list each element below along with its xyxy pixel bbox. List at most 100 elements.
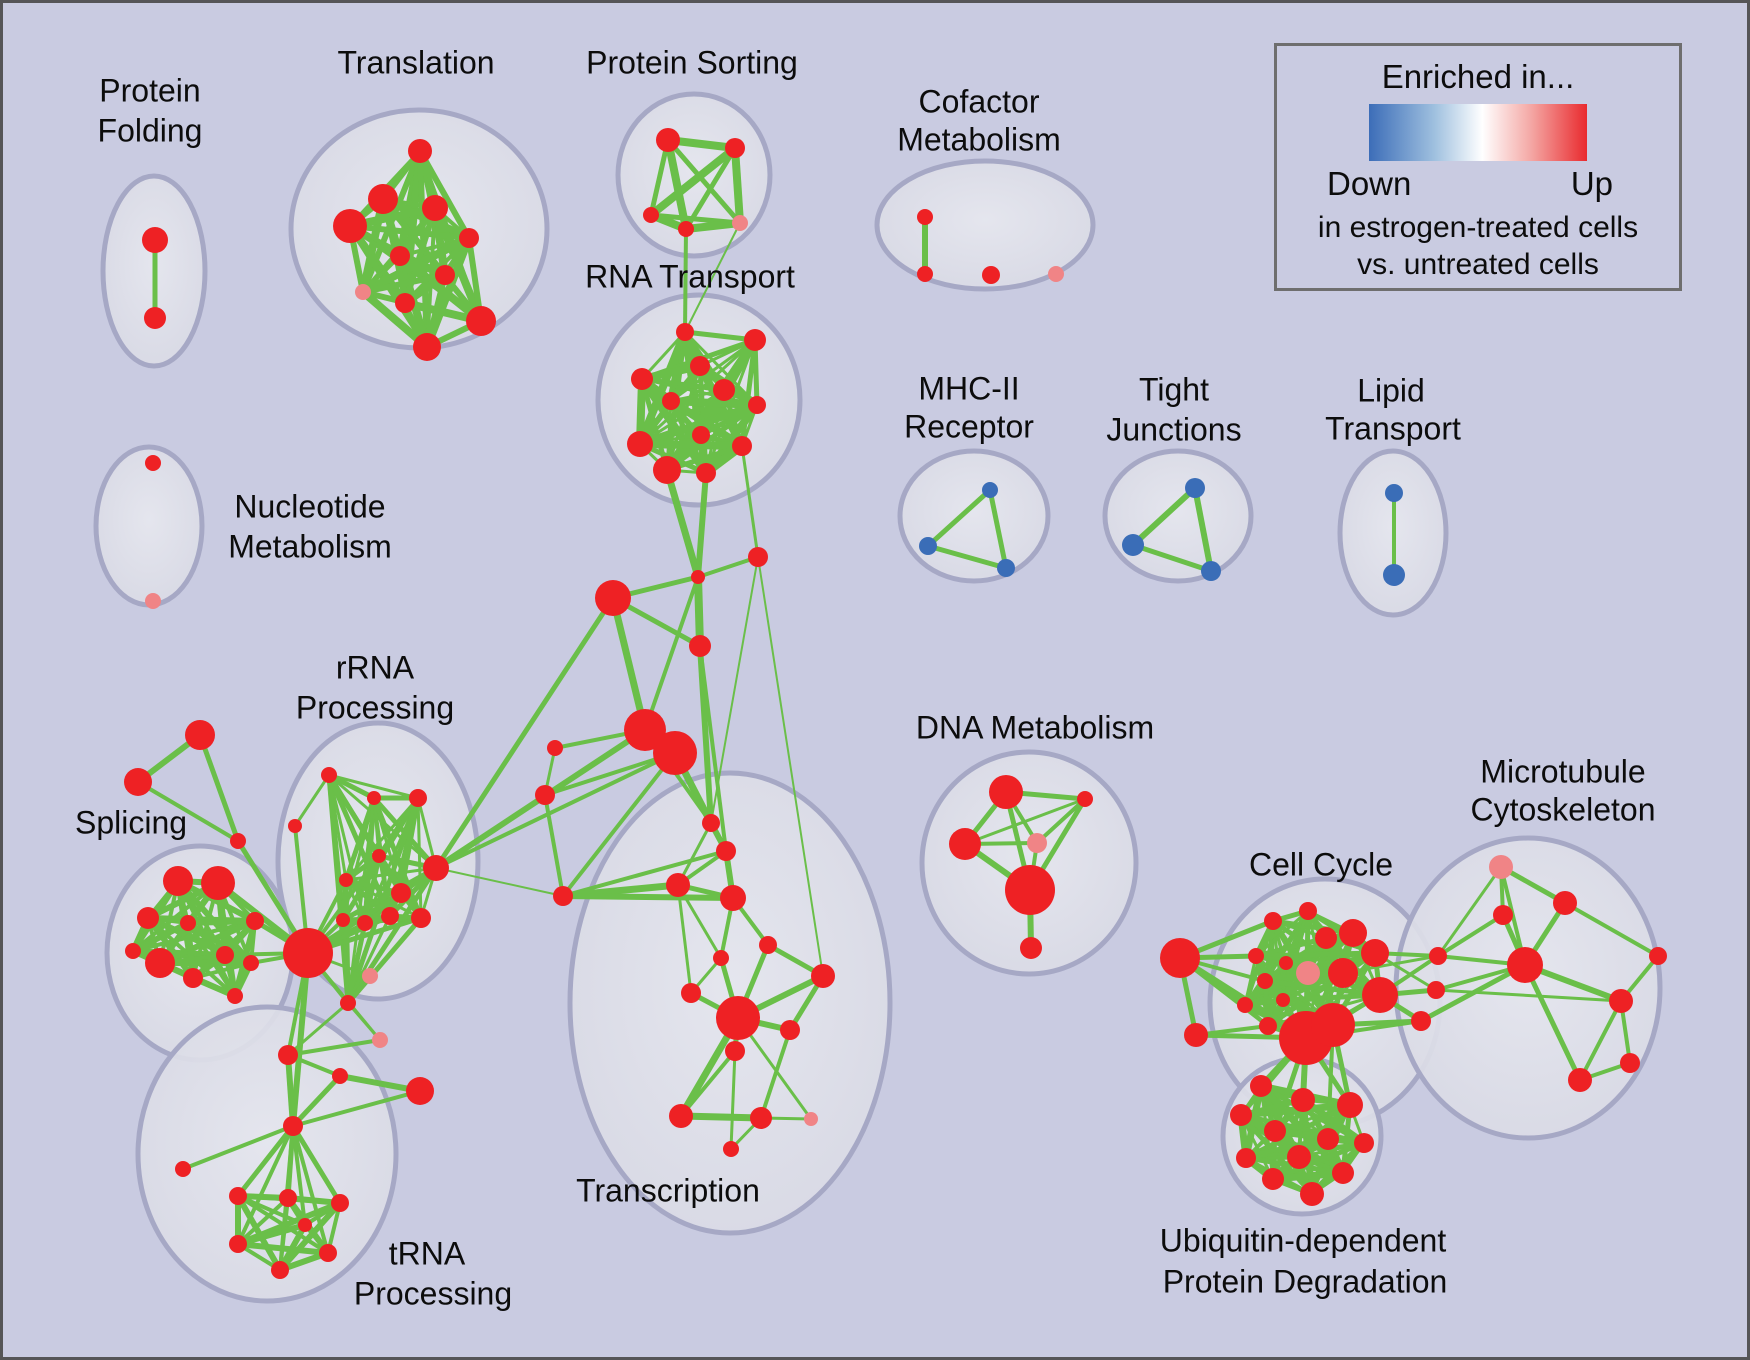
gene-set-node[interactable] (643, 207, 659, 223)
gene-set-node[interactable] (332, 1068, 348, 1084)
gene-set-node[interactable] (676, 323, 694, 341)
gene-set-node[interactable] (989, 775, 1023, 809)
gene-set-node[interactable] (142, 227, 168, 253)
gene-set-node[interactable] (183, 968, 203, 988)
gene-set-node[interactable] (336, 913, 350, 927)
gene-set-node[interactable] (997, 559, 1015, 577)
gene-set-node[interactable] (547, 740, 563, 756)
gene-set-node[interactable] (279, 1189, 297, 1207)
gene-set-node[interactable] (1276, 993, 1290, 1007)
gene-set-node[interactable] (125, 943, 141, 959)
gene-set-node[interactable] (355, 284, 371, 300)
gene-set-node[interactable] (1427, 981, 1445, 999)
gene-set-node[interactable] (702, 814, 720, 832)
gene-set-node[interactable] (780, 1020, 800, 1040)
gene-set-node[interactable] (1328, 958, 1358, 988)
gene-set-node[interactable] (748, 547, 768, 567)
gene-set-node[interactable] (319, 1244, 337, 1262)
gene-set-node[interactable] (678, 221, 694, 237)
gene-set-node[interactable] (372, 1032, 388, 1048)
gene-set-node[interactable] (362, 968, 378, 984)
gene-set-node[interactable] (1354, 1133, 1374, 1153)
gene-set-node[interactable] (1300, 1182, 1324, 1206)
gene-set-node[interactable] (423, 855, 449, 881)
gene-set-node[interactable] (1568, 1068, 1592, 1092)
gene-set-node[interactable] (1339, 919, 1367, 947)
gene-set-node[interactable] (283, 1116, 303, 1136)
gene-set-node[interactable] (631, 368, 653, 390)
gene-set-node[interactable] (690, 356, 710, 376)
gene-set-node[interactable] (917, 266, 933, 282)
gene-set-node[interactable] (732, 436, 752, 456)
gene-set-node[interactable] (1296, 961, 1320, 985)
gene-set-node[interactable] (1027, 833, 1047, 853)
gene-set-node[interactable] (725, 1041, 745, 1061)
gene-set-node[interactable] (804, 1112, 818, 1126)
gene-set-node[interactable] (1230, 1104, 1252, 1126)
gene-set-node[interactable] (1411, 1011, 1431, 1031)
gene-set-node[interactable] (1122, 534, 1144, 556)
gene-set-node[interactable] (466, 306, 496, 336)
gene-set-node[interactable] (278, 1045, 298, 1065)
gene-set-node[interactable] (145, 455, 161, 471)
gene-set-node[interactable] (662, 392, 680, 410)
gene-set-node[interactable] (321, 767, 337, 783)
gene-set-node[interactable] (750, 1107, 772, 1129)
gene-set-node[interactable] (716, 841, 736, 861)
gene-set-node[interactable] (1385, 484, 1403, 502)
gene-set-node[interactable] (1248, 948, 1264, 964)
gene-set-node[interactable] (949, 828, 981, 860)
gene-set-node[interactable] (1185, 478, 1205, 498)
gene-set-node[interactable] (1264, 912, 1282, 930)
gene-set-node[interactable] (271, 1261, 289, 1279)
gene-set-node[interactable] (624, 709, 666, 751)
gene-set-node[interactable] (748, 396, 766, 414)
gene-set-node[interactable] (1160, 938, 1200, 978)
gene-set-node[interactable] (627, 431, 653, 457)
gene-set-node[interactable] (713, 950, 729, 966)
gene-set-node[interactable] (1361, 939, 1389, 967)
gene-set-node[interactable] (1287, 1145, 1311, 1169)
gene-set-node[interactable] (298, 1218, 312, 1232)
gene-set-node[interactable] (713, 379, 735, 401)
gene-set-node[interactable] (656, 128, 680, 152)
gene-set-node[interactable] (732, 215, 748, 231)
gene-set-node[interactable] (333, 209, 367, 243)
gene-set-node[interactable] (1291, 1088, 1315, 1112)
gene-set-node[interactable] (246, 912, 264, 930)
gene-set-node[interactable] (692, 426, 710, 444)
gene-set-node[interactable] (720, 885, 746, 911)
gene-set-node[interactable] (229, 1187, 247, 1205)
gene-set-node[interactable] (1237, 997, 1253, 1013)
gene-set-node[interactable] (357, 915, 373, 931)
gene-set-node[interactable] (1299, 902, 1317, 920)
gene-set-node[interactable] (1279, 956, 1293, 970)
gene-set-node[interactable] (1201, 561, 1221, 581)
gene-set-node[interactable] (201, 866, 235, 900)
gene-set-node[interactable] (185, 720, 215, 750)
gene-set-node[interactable] (381, 907, 399, 925)
gene-set-node[interactable] (1553, 891, 1577, 915)
gene-set-node[interactable] (1184, 1023, 1208, 1047)
gene-set-node[interactable] (691, 570, 705, 584)
gene-set-node[interactable] (368, 184, 398, 214)
gene-set-node[interactable] (1315, 927, 1337, 949)
gene-set-node[interactable] (1332, 1162, 1354, 1184)
gene-set-node[interactable] (1649, 947, 1667, 965)
gene-set-node[interactable] (390, 246, 410, 266)
gene-set-node[interactable] (669, 1104, 693, 1128)
gene-set-node[interactable] (395, 293, 415, 313)
gene-set-node[interactable] (459, 228, 479, 248)
gene-set-node[interactable] (982, 482, 998, 498)
gene-set-node[interactable] (229, 1235, 247, 1253)
gene-set-node[interactable] (723, 1141, 739, 1157)
gene-set-node[interactable] (422, 195, 448, 221)
gene-set-node[interactable] (919, 537, 937, 555)
gene-set-node[interactable] (227, 988, 243, 1004)
gene-set-node[interactable] (982, 266, 1000, 284)
gene-set-node[interactable] (696, 463, 716, 483)
gene-set-node[interactable] (243, 955, 259, 971)
gene-set-node[interactable] (408, 139, 432, 163)
gene-set-node[interactable] (1383, 564, 1405, 586)
gene-set-node[interactable] (145, 593, 161, 609)
